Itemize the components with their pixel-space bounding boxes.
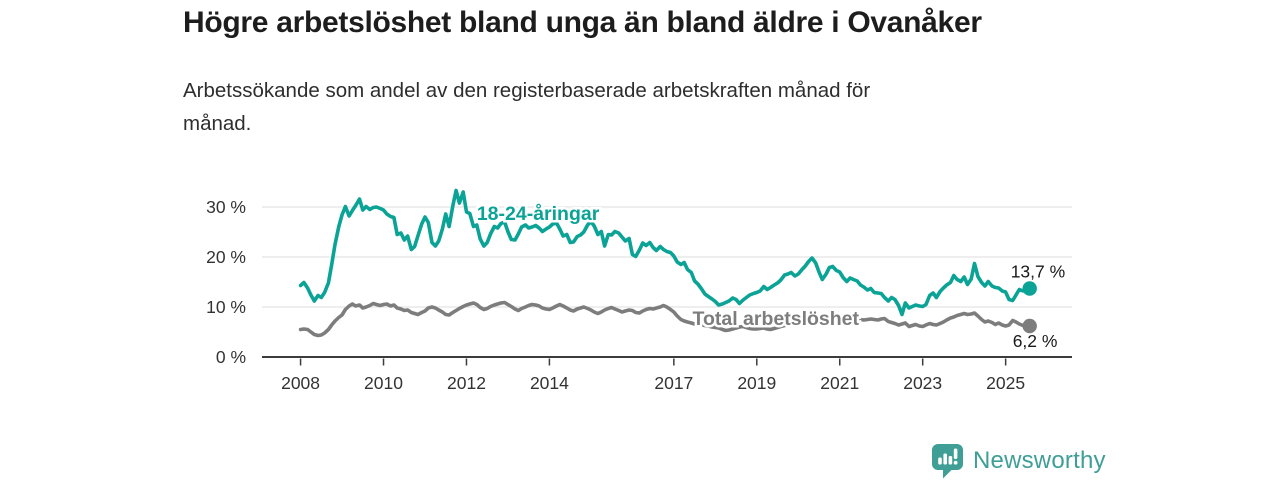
x-tick-label: 2021 [820, 373, 859, 393]
x-tick-label: 2014 [530, 373, 569, 393]
page-title: Högre arbetslöshet bland unga än bland ä… [183, 6, 982, 39]
x-tick-label: 2017 [654, 373, 693, 393]
x-tick-label: 2025 [986, 373, 1025, 393]
chart-subtitle-line-1: Arbetssökande som andel av den registerb… [183, 79, 871, 102]
x-tick-label: 2012 [447, 373, 486, 393]
series-label-0: Total arbetslöshet [693, 308, 860, 330]
x-tick-label: 2008 [281, 373, 320, 393]
series-end-dot-0 [1022, 318, 1037, 334]
chart-subtitle: Arbetssökande som andel av den registerb… [183, 74, 870, 140]
newsworthy-logo: Newsworthy [931, 443, 1106, 479]
series-end-label-0: 6,2 % [1013, 331, 1058, 351]
x-tick-label: 2023 [903, 373, 942, 393]
bar-chart-speech-bubble-icon [932, 444, 963, 479]
y-tick-label: 20 % [206, 247, 246, 267]
series-line-1 [298, 188, 1032, 317]
series-label-1: 18-24-åringar [477, 202, 600, 225]
series-end-dot-1 [1022, 281, 1037, 296]
newsworthy-logo-text: Newsworthy [973, 447, 1106, 474]
series-end-label-1: 13,7 % [1011, 262, 1065, 282]
x-tick-label: 2019 [737, 373, 776, 393]
y-tick-label: 0 % [216, 347, 246, 367]
y-tick-label: 30 % [206, 197, 246, 217]
y-tick-label: 10 % [206, 297, 246, 317]
series-line-0 [298, 300, 1032, 338]
x-tick-label: 2010 [364, 373, 403, 393]
chart-subtitle-line-2: månad. [183, 112, 252, 135]
